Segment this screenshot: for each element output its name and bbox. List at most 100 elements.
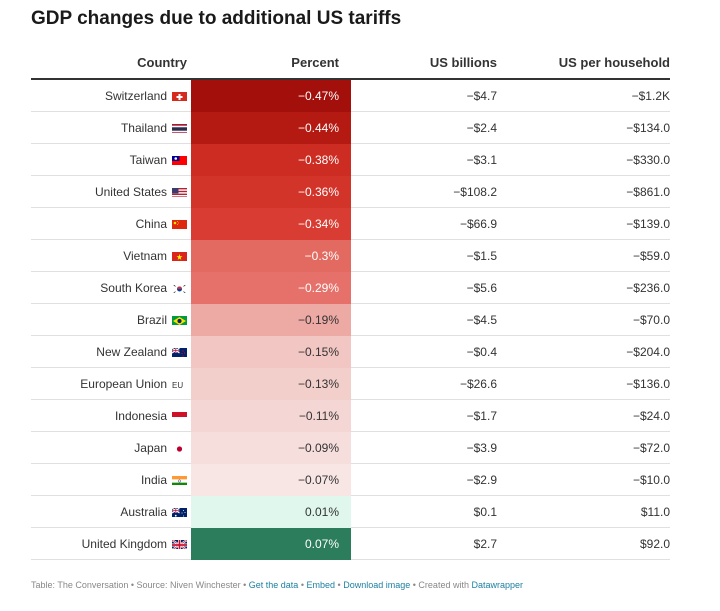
percent-cell: 0.01% [191,495,351,528]
us-billions-cell: −$108.2 [351,175,497,208]
india-flag-icon [172,475,187,485]
footer-created: • Created with [412,580,469,590]
us-billions-cell: −$3.9 [351,431,497,464]
percent-cell: −0.29% [191,271,351,304]
country-name: Japan [134,440,167,455]
us-billions-cell: −$66.9 [351,207,497,240]
country-cell: Australia [31,495,191,528]
china-flag-icon [172,219,187,229]
us-billions-cell: −$4.5 [351,303,497,336]
table-row: Thailand −0.44% −$2.4 −$134.0 [31,111,670,144]
us-billions-cell: −$2.9 [351,463,497,496]
country-cell: New Zealand [31,335,191,368]
us-billions-cell: −$1.5 [351,239,497,272]
percent-cell: −0.34% [191,207,351,240]
footer-separator: • [337,580,341,590]
country-cell: Japan [31,431,191,464]
us-per-household-cell: −$861.0 [497,175,670,208]
country-cell: Switzerland [31,79,191,112]
chart-title: GDP changes due to additional US tariffs [31,8,402,29]
country-cell: India [31,463,191,496]
country-cell: European Union EU [31,367,191,400]
taiwan-flag-icon [172,155,187,165]
us-billions-cell: $2.7 [351,527,497,560]
datawrapper-link[interactable]: Datawrapper [471,580,524,590]
us-per-household-cell: −$72.0 [497,431,670,464]
table-row: China −0.34% −$66.9 −$139.0 [31,207,670,240]
percent-cell: −0.15% [191,335,351,368]
us-billions-cell: −$2.4 [351,111,497,144]
country-cell: China [31,207,191,240]
australia-flag-icon [172,507,187,517]
percent-cell: 0.07% [191,527,351,560]
percent-cell: −0.13% [191,367,351,400]
column-header-us-billions[interactable]: US billions [351,47,497,80]
country-cell: South Korea [31,271,191,304]
table-row: Japan −0.09% −$3.9 −$72.0 [31,431,670,464]
us-per-household-cell: −$330.0 [497,143,670,176]
vietnam-flag-icon [172,251,187,261]
column-header-us-per-household[interactable]: US per household [497,47,670,80]
country-name: China [135,216,167,231]
country-cell: United States [31,175,191,208]
table-row: Indonesia −0.11% −$1.7 −$24.0 [31,399,670,432]
us-billions-cell: −$0.4 [351,335,497,368]
south-korea-flag-icon [172,283,187,293]
table-row: United Kingdom 0.07% $2.7 $92.0 [31,527,670,560]
us-billions-cell: −$4.7 [351,79,497,112]
country-name: Switzerland [104,88,167,103]
united-states-flag-icon [172,187,187,197]
percent-cell: −0.47% [191,79,351,112]
percent-cell: −0.11% [191,399,351,432]
us-billions-cell: −$26.6 [351,367,497,400]
us-per-household-cell: −$24.0 [497,399,670,432]
us-billions-cell: −$5.6 [351,271,497,304]
us-per-household-cell: −$134.0 [497,111,670,144]
country-name: India [140,472,167,487]
table-row: Switzerland −0.47% −$4.7 −$1.2K [31,79,670,112]
country-name: United Kingdom [81,536,167,551]
country-name: Brazil [136,312,167,327]
column-header-country[interactable]: Country [31,47,191,80]
percent-cell: −0.07% [191,463,351,496]
footer: Table: The Conversation • Source: Niven … [31,580,523,590]
country-name: New Zealand [96,344,167,359]
country-name: Indonesia [114,408,167,423]
us-billions-cell: $0.1 [351,495,497,528]
switzerland-flag-icon [172,91,187,101]
indonesia-flag-icon [172,411,187,421]
table-row: United States −0.36% −$108.2 −$861.0 [31,175,670,208]
table-row: Taiwan −0.38% −$3.1 −$330.0 [31,143,670,176]
get-the-data-link[interactable]: Get the data [248,580,299,590]
percent-cell: −0.36% [191,175,351,208]
us-per-household-cell: −$59.0 [497,239,670,272]
country-name: South Korea [100,280,167,295]
table-row: Brazil −0.19% −$4.5 −$70.0 [31,303,670,336]
embed-link[interactable]: Embed [306,580,336,590]
table-body: Switzerland −0.47% −$4.7 −$1.2K Thailand −0.4… [31,79,670,560]
country-name: European Union [80,376,167,391]
column-header-percent[interactable]: Percent [191,47,351,80]
country-cell: Thailand [31,111,191,144]
country-cell: Indonesia [31,399,191,432]
country-cell: Taiwan [31,143,191,176]
country-name: Thailand [120,120,167,135]
new-zealand-flag-icon [172,347,187,357]
table-row: Vietnam −0.3% −$1.5 −$59.0 [31,239,670,272]
country-cell: Vietnam [31,239,191,272]
us-per-household-cell: −$139.0 [497,207,670,240]
footer-source: Table: The Conversation • Source: Niven … [31,580,247,590]
country-name: Taiwan [129,152,167,167]
us-per-household-cell: −$136.0 [497,367,670,400]
percent-cell: −0.19% [191,303,351,336]
brazil-flag-icon [172,315,187,325]
table-row: India −0.07% −$2.9 −$10.0 [31,463,670,496]
japan-flag-icon [172,443,187,453]
us-per-household-cell: −$204.0 [497,335,670,368]
download-image-link[interactable]: Download image [343,580,411,590]
percent-cell: −0.09% [191,431,351,464]
table-row: South Korea −0.29% −$5.6 −$236.0 [31,271,670,304]
country-cell: United Kingdom [31,527,191,560]
us-per-household-cell: −$70.0 [497,303,670,336]
table-row: European Union EU −0.13% −$26.6 −$136.0 [31,367,670,400]
